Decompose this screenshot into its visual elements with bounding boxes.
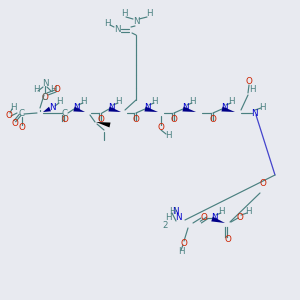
Polygon shape (211, 217, 225, 223)
Text: N: N (73, 103, 79, 112)
Text: C: C (62, 109, 68, 118)
Text: H: H (104, 19, 110, 28)
Text: H: H (50, 85, 56, 94)
Text: O: O (54, 85, 60, 94)
Text: H: H (178, 248, 184, 256)
Text: N: N (144, 103, 150, 112)
Text: O: O (6, 110, 12, 119)
Text: O: O (201, 214, 207, 223)
Text: N: N (108, 103, 114, 112)
Text: N: N (175, 214, 181, 223)
Text: N: N (182, 103, 188, 112)
Text: 2: 2 (162, 221, 168, 230)
Text: O: O (171, 116, 177, 124)
Text: H: H (165, 214, 171, 223)
Text: N: N (251, 109, 257, 118)
Text: H: H (80, 98, 86, 106)
Text: N: N (133, 17, 139, 26)
Text: O: O (237, 214, 243, 223)
Text: H: H (165, 130, 171, 140)
Polygon shape (43, 107, 51, 112)
Text: H: H (169, 208, 175, 217)
Text: O: O (19, 124, 26, 133)
Text: H: H (245, 208, 251, 217)
Text: H: H (228, 98, 234, 106)
Text: N: N (221, 103, 227, 112)
Text: O: O (181, 239, 188, 248)
Text: O: O (260, 179, 266, 188)
Text: H: H (121, 10, 127, 19)
Text: O: O (98, 116, 104, 124)
Text: N: N (114, 26, 120, 34)
Text: O: O (42, 92, 48, 101)
Text: O: O (158, 124, 164, 133)
Text: H: H (259, 103, 265, 112)
Text: H: H (151, 98, 157, 106)
Text: O: O (210, 116, 216, 124)
Text: O: O (61, 116, 68, 124)
Text: O: O (133, 116, 140, 124)
Text: H: H (33, 85, 39, 94)
Polygon shape (96, 122, 110, 128)
Text: N: N (42, 79, 48, 88)
Text: H: H (218, 208, 224, 217)
Text: C: C (19, 109, 25, 118)
Text: H: H (56, 98, 62, 106)
Text: O: O (225, 236, 231, 244)
Text: C: C (42, 92, 48, 101)
Text: H: H (146, 10, 152, 19)
Text: N: N (49, 103, 55, 112)
Text: O: O (12, 118, 18, 127)
Text: H: H (115, 98, 121, 106)
Text: H: H (10, 103, 16, 112)
Polygon shape (108, 106, 121, 112)
Text: H: H (249, 85, 255, 94)
Polygon shape (221, 106, 235, 112)
Polygon shape (73, 106, 85, 112)
Text: O: O (246, 77, 252, 86)
Text: N: N (211, 214, 217, 223)
Text: H: H (189, 98, 195, 106)
Polygon shape (144, 106, 158, 112)
Polygon shape (182, 106, 196, 112)
Text: N: N (172, 206, 178, 215)
